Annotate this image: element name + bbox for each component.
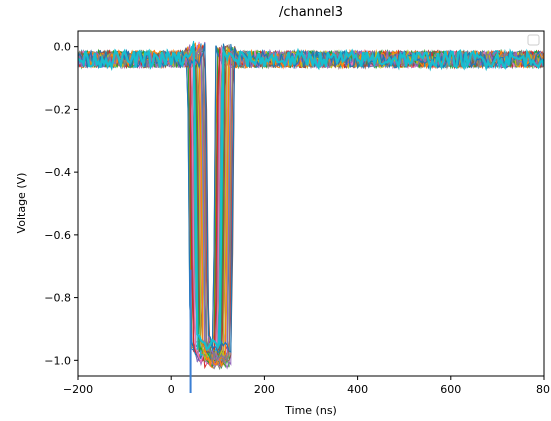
y-tick-label: 0.0 (54, 41, 72, 54)
series-line (78, 46, 544, 361)
x-tick-label: 0 (168, 383, 175, 396)
series-line (78, 47, 544, 363)
chart-title: /channel3 (279, 5, 343, 20)
series-line (78, 43, 544, 363)
series-line (78, 45, 544, 363)
series-line (78, 41, 544, 361)
series-line (78, 47, 544, 366)
x-tick-label: 80 (536, 383, 550, 396)
y-axis: 0.0 −0.2 −0.4 −0.6 −0.8 −1.0 (44, 41, 78, 367)
series-line (78, 46, 544, 368)
y-tick-label: −0.2 (44, 103, 71, 116)
series-line (78, 48, 544, 360)
series-line (78, 43, 544, 367)
plot-frame (77, 30, 545, 377)
x-tick-label: 600 (440, 383, 461, 396)
x-tick-label: −200 (63, 383, 93, 396)
series-line (78, 46, 544, 370)
series-line (78, 44, 544, 369)
series-line (78, 47, 544, 360)
series-line (78, 44, 544, 362)
x-axis-label: Time (ns) (284, 404, 337, 417)
series-line (78, 45, 544, 362)
series-line (78, 44, 544, 368)
y-tick-label: −0.8 (44, 292, 71, 305)
series-line (78, 42, 544, 359)
series-line (78, 48, 544, 360)
series-line (78, 46, 544, 364)
y-tick-label: −0.6 (44, 229, 71, 242)
series-line (78, 48, 544, 357)
y-tick-label: −1.0 (44, 354, 71, 367)
series-line (78, 45, 544, 358)
x-axis: −200 0 200 400 600 80 (63, 376, 550, 396)
series-line (78, 43, 544, 366)
series-line (78, 43, 544, 351)
legend-box (527, 34, 540, 46)
series-line (78, 41, 544, 370)
series-line (78, 45, 544, 363)
x-tick-label: 400 (347, 383, 368, 396)
series-line (78, 45, 544, 364)
series-line (78, 44, 544, 371)
series-line (78, 46, 544, 370)
series-line (78, 45, 544, 364)
x-tick-label: 200 (254, 383, 275, 396)
series-layer (78, 40, 544, 371)
series-line (78, 46, 544, 360)
series-line (78, 40, 544, 365)
series-line (78, 44, 544, 367)
series-line (78, 45, 544, 362)
y-tick-label: −0.4 (44, 166, 71, 179)
series-line (78, 44, 544, 362)
series-line (78, 45, 544, 359)
y-axis-label: Voltage (V) (15, 173, 28, 234)
series-line (78, 43, 544, 354)
series-line (78, 46, 544, 364)
series-line (78, 46, 544, 368)
series-line (78, 46, 544, 365)
